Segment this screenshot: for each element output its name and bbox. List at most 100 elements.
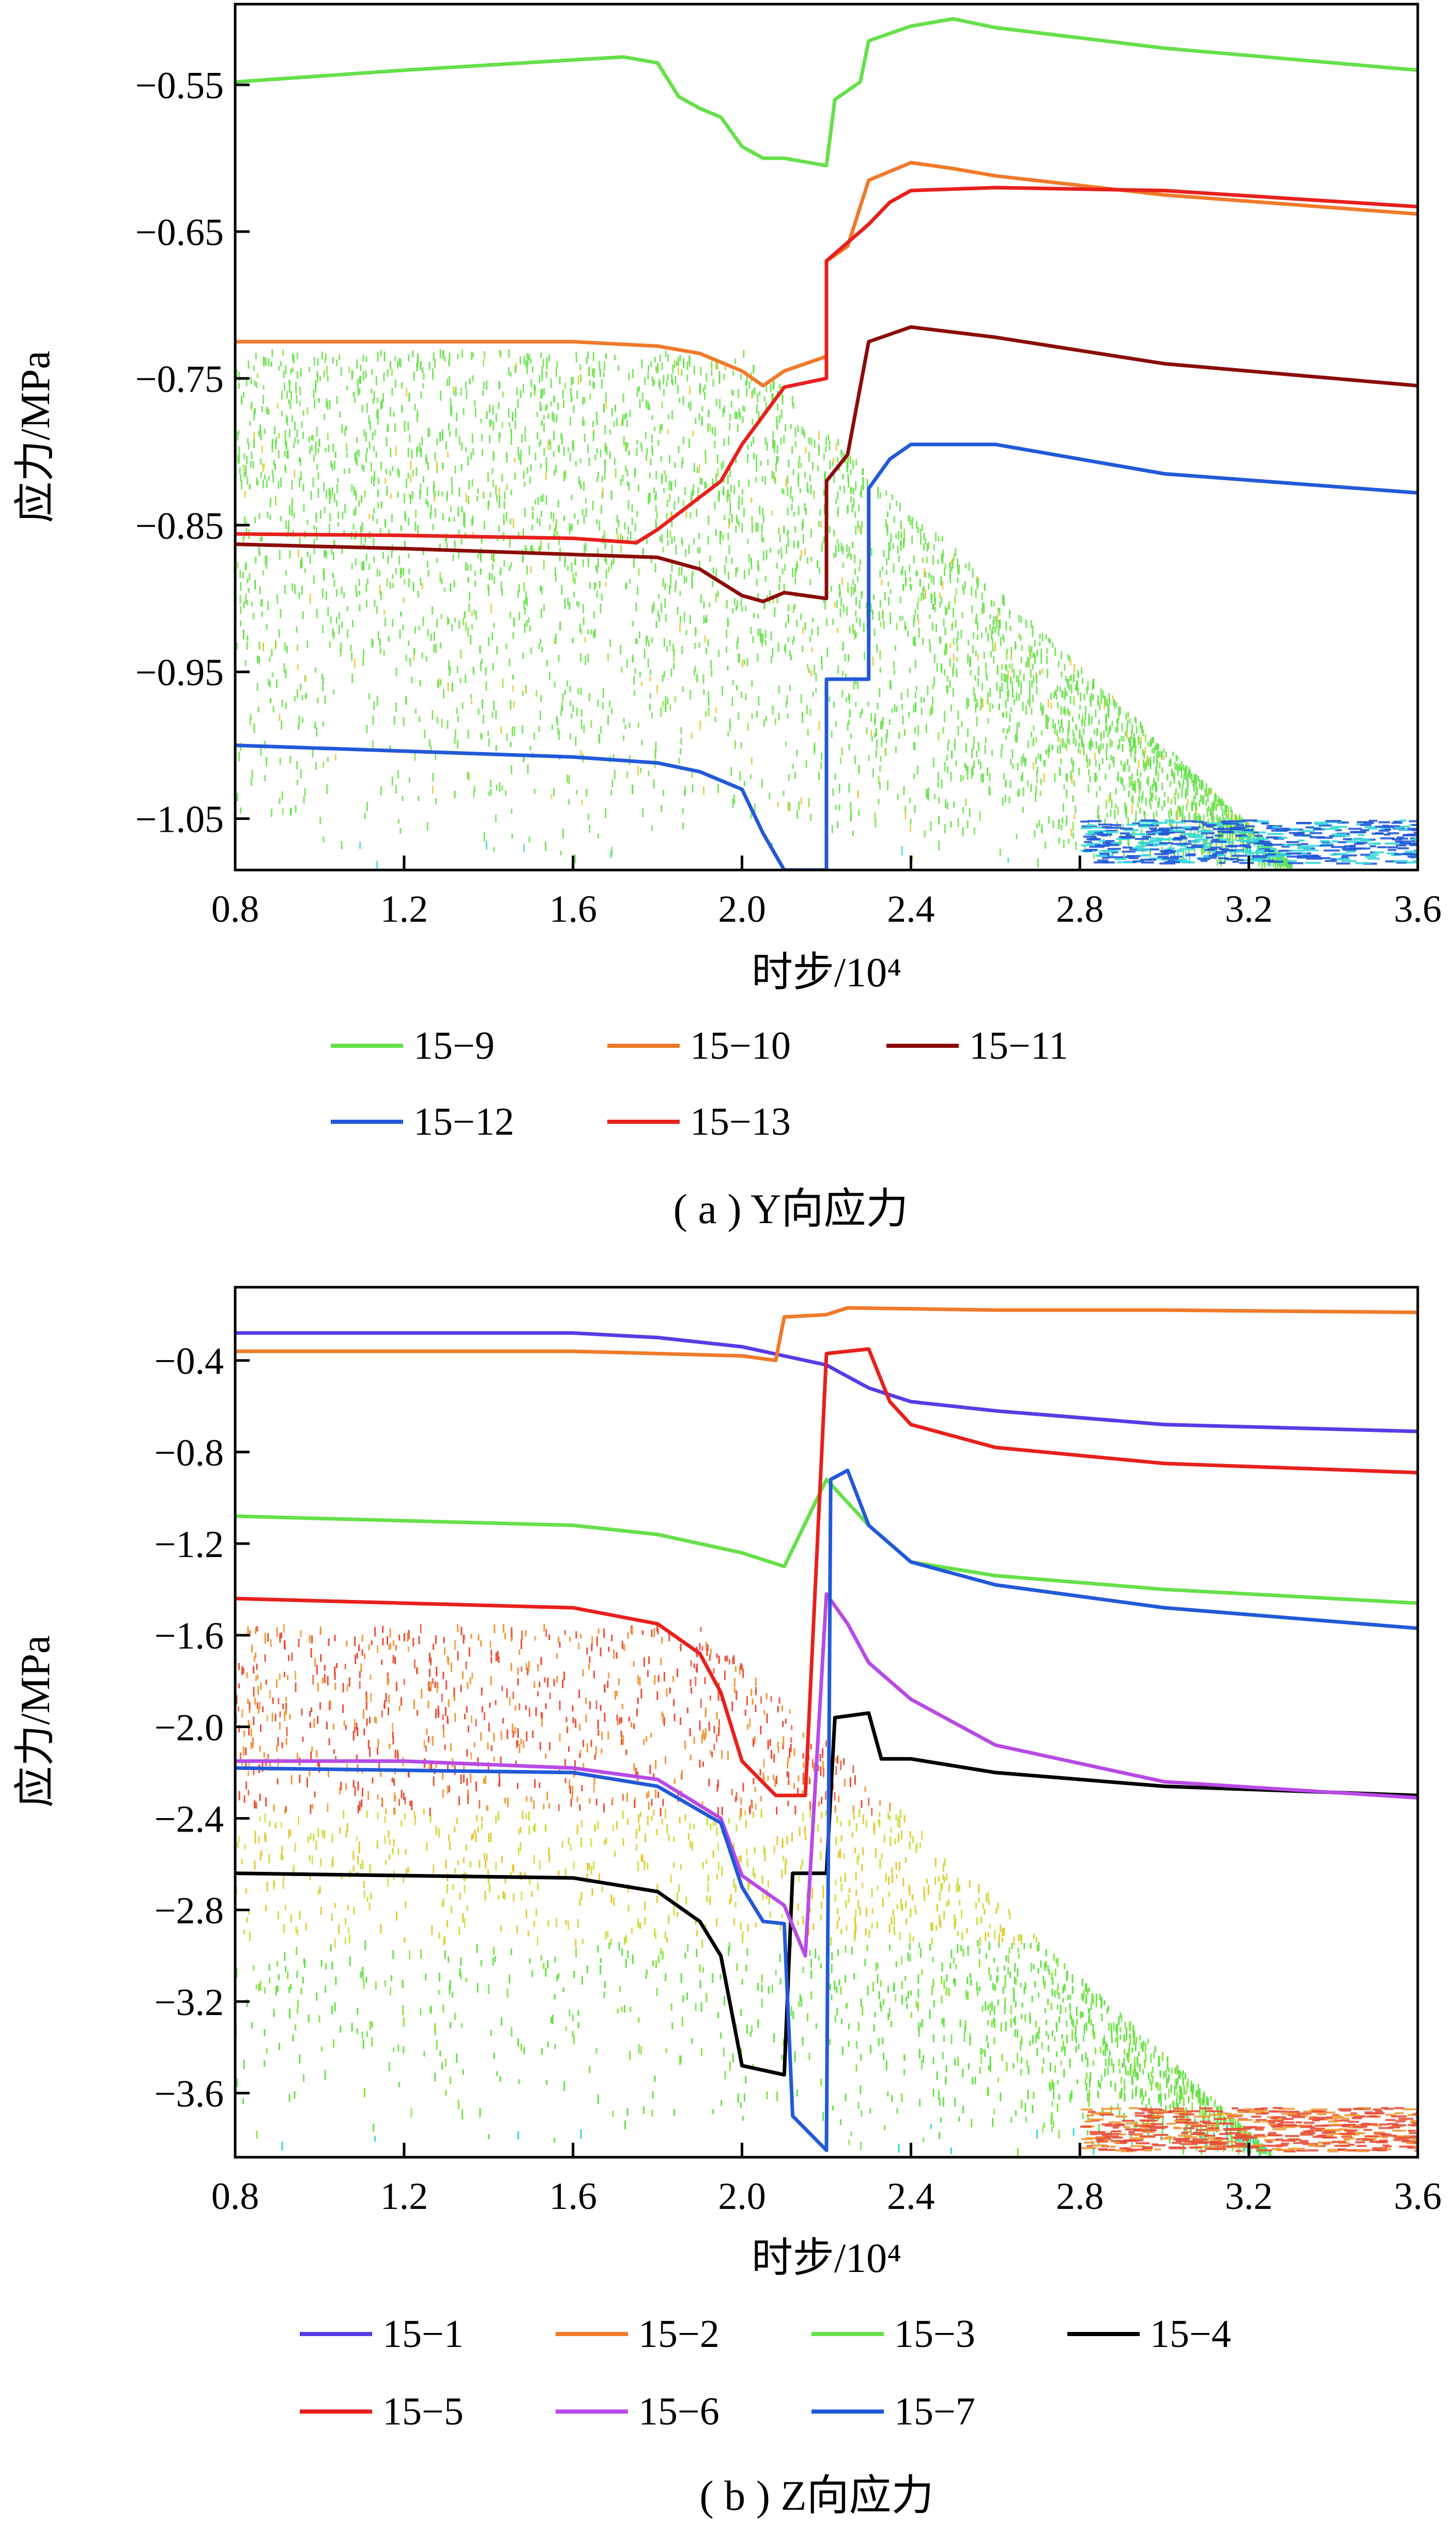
noise-point bbox=[1115, 803, 1117, 809]
noise-point bbox=[531, 545, 533, 554]
noise-point bbox=[291, 480, 293, 490]
noise-point bbox=[1129, 745, 1131, 752]
noise-point bbox=[527, 355, 529, 365]
noise-point bbox=[990, 650, 992, 658]
noise-point bbox=[902, 715, 904, 725]
noise-point bbox=[1335, 829, 1342, 831]
noise-point bbox=[365, 600, 367, 607]
noise-point bbox=[454, 540, 456, 546]
noise-point bbox=[785, 424, 787, 432]
noise-point bbox=[626, 771, 629, 779]
noise-point bbox=[937, 772, 939, 781]
noise-point bbox=[421, 583, 423, 590]
noise-point bbox=[499, 496, 501, 502]
noise-point bbox=[748, 568, 750, 575]
noise-point bbox=[300, 368, 302, 377]
noise-point bbox=[561, 585, 563, 595]
noise-point bbox=[1410, 853, 1418, 856]
noise-point bbox=[391, 514, 393, 523]
noise-point bbox=[373, 701, 375, 710]
noise-point bbox=[288, 385, 290, 393]
noise-point bbox=[766, 595, 768, 600]
noise-point bbox=[1132, 822, 1140, 825]
noise-point bbox=[1336, 862, 1351, 865]
noise-point bbox=[1105, 831, 1119, 833]
noise-point bbox=[1208, 805, 1209, 812]
noise-point bbox=[913, 618, 915, 628]
noise-point bbox=[567, 597, 569, 605]
noise-point bbox=[688, 544, 690, 554]
noise-point bbox=[362, 657, 364, 666]
noise-point bbox=[853, 680, 855, 690]
noise-point bbox=[563, 447, 565, 456]
noise-point bbox=[1041, 633, 1044, 642]
noise-point bbox=[1169, 821, 1184, 823]
noise-point bbox=[1384, 833, 1391, 836]
noise-point bbox=[319, 376, 321, 381]
noise-point bbox=[538, 546, 540, 552]
noise-point bbox=[1206, 836, 1214, 839]
noise-point bbox=[335, 617, 338, 624]
noise-point bbox=[712, 580, 714, 587]
noise-point bbox=[759, 506, 761, 515]
noise-point bbox=[365, 370, 367, 379]
noise-point bbox=[933, 676, 936, 686]
noise-point bbox=[907, 689, 909, 698]
noise-point bbox=[633, 676, 635, 685]
noise-point bbox=[691, 733, 693, 739]
noise-point bbox=[863, 622, 865, 633]
noise-point bbox=[940, 637, 942, 644]
noise-point bbox=[1191, 846, 1203, 848]
noise-point bbox=[1133, 832, 1135, 839]
noise-point bbox=[702, 388, 704, 393]
noise-point bbox=[786, 695, 788, 704]
noise-point bbox=[777, 403, 779, 410]
noise-point bbox=[1367, 827, 1378, 830]
noise-point bbox=[652, 379, 654, 387]
noise-point bbox=[1319, 824, 1332, 827]
noise-point bbox=[509, 422, 511, 428]
noise-point bbox=[1236, 834, 1246, 837]
noise-point bbox=[426, 561, 428, 568]
noise-point bbox=[1048, 749, 1050, 758]
noise-point bbox=[533, 389, 535, 396]
noise-point bbox=[960, 774, 962, 782]
noise-point bbox=[1062, 727, 1064, 733]
noise-point bbox=[901, 566, 903, 574]
noise-point bbox=[454, 542, 456, 550]
noise-point bbox=[569, 685, 571, 693]
noise-point bbox=[1043, 760, 1045, 766]
noise-point bbox=[577, 601, 579, 607]
noise-point bbox=[790, 486, 792, 492]
noise-point bbox=[456, 666, 458, 673]
noise-point bbox=[667, 697, 669, 705]
noise-point bbox=[492, 712, 494, 718]
noise-point bbox=[726, 495, 728, 502]
noise-point bbox=[1242, 833, 1244, 844]
noise-point bbox=[794, 441, 796, 448]
noise-point bbox=[973, 760, 975, 769]
noise-point bbox=[510, 435, 512, 445]
scatter-noise-b bbox=[235, 1624, 1418, 2157]
noise-point bbox=[268, 358, 270, 367]
noise-point bbox=[372, 740, 374, 748]
noise-point bbox=[1045, 750, 1047, 755]
noise-point bbox=[1174, 798, 1176, 805]
noise-point bbox=[622, 475, 624, 481]
noise-point bbox=[678, 446, 680, 453]
noise-point bbox=[808, 668, 810, 673]
noise-point bbox=[404, 420, 406, 430]
noise-point bbox=[1006, 680, 1008, 690]
noise-point bbox=[334, 754, 336, 761]
noise-point bbox=[727, 489, 729, 497]
noise-point bbox=[852, 624, 854, 635]
noise-point bbox=[842, 604, 845, 613]
noise-point bbox=[719, 399, 721, 409]
noise-point bbox=[985, 669, 987, 677]
noise-point bbox=[1217, 800, 1219, 807]
noise-point bbox=[941, 536, 943, 542]
y-tick-label: −0.85 bbox=[135, 505, 224, 547]
noise-point bbox=[1107, 813, 1108, 818]
noise-point bbox=[876, 644, 878, 653]
noise-point bbox=[1341, 860, 1357, 862]
